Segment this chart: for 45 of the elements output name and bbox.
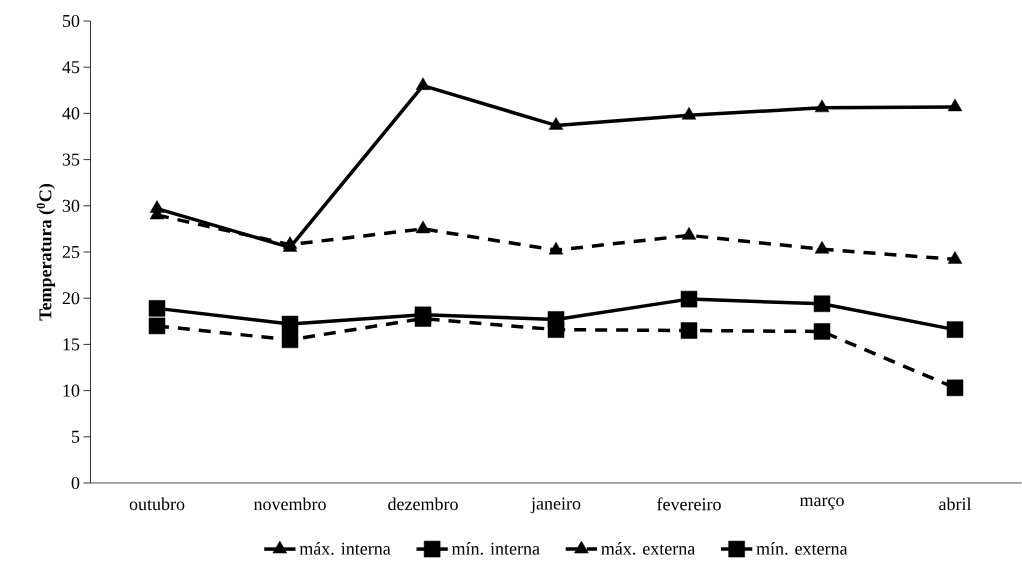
point [946,321,964,338]
y-tick-label: 50 [63,14,80,28]
y-tick-label: 45 [62,61,80,74]
x-tick-label: abril [939,497,972,511]
point [947,251,963,264]
legend-label: máx. interna [299,542,391,555]
x-tick-label: março [799,497,844,510]
y-tick-label: 35 [62,153,80,166]
point [680,290,698,308]
x-tick-label: fevereiro [657,497,721,511]
point [680,322,698,339]
point [415,220,431,234]
point [547,321,565,338]
y-axis-title: Temperatura ($^{0}$C) [36,183,56,321]
point [148,317,166,335]
x-tick-label: janeiro [530,497,581,514]
point [681,106,697,120]
point [414,310,432,327]
x-tick-label: novembro [253,497,326,511]
point [148,300,166,317]
y-tick-label: 40 [62,107,80,120]
y-tick-label: 20 [62,292,80,305]
point [681,227,697,240]
legend-label: mín. externa [756,542,848,555]
point [814,240,830,254]
x-tick-label: outubro [129,497,185,511]
y-tick-label: 0 [71,476,80,490]
y-tick-label: 15 [63,338,80,351]
point [946,379,964,397]
legend-label: mín. interna [451,542,540,555]
legend-label: máx. externa [601,542,696,555]
point [813,323,831,340]
point [947,98,963,112]
point [281,315,299,333]
point [548,241,564,255]
y-tick-label: 10 [63,384,80,397]
point [281,331,299,349]
point [415,77,431,90]
point [814,99,830,113]
y-tick-label: 30 [62,199,80,212]
x-tick-label: dezembro [388,497,458,511]
point [813,295,831,312]
y-tick-label: 5 [72,430,80,443]
y-tick-label: 25 [62,245,80,259]
point [548,117,564,130]
